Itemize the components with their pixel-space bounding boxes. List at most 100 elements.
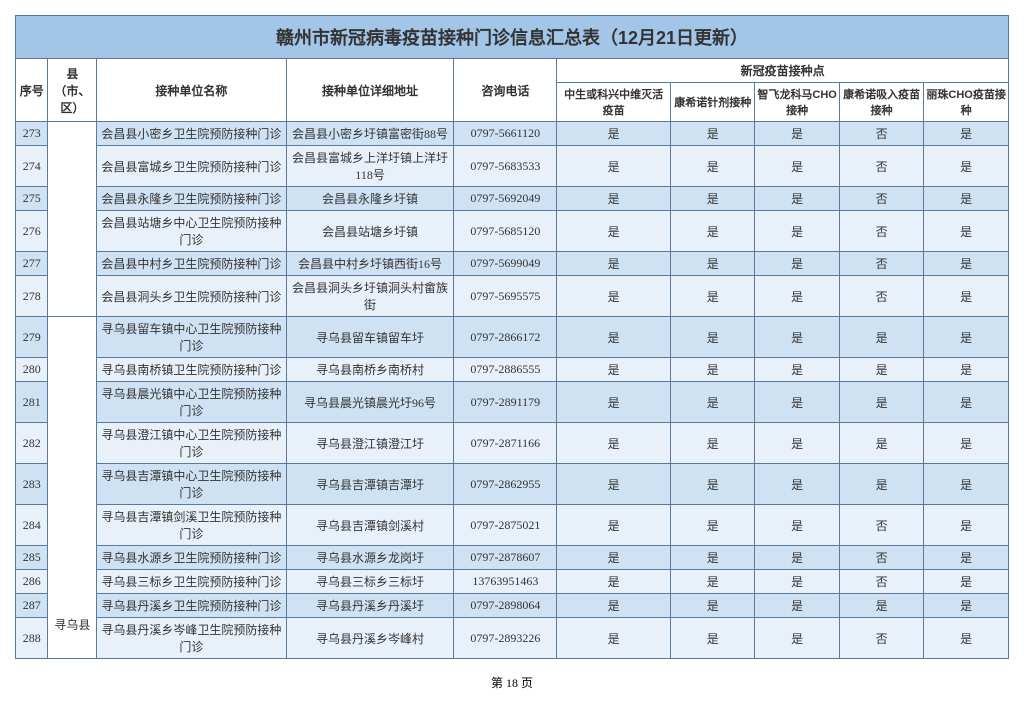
cell-v4: 否 <box>839 122 923 146</box>
cell-tel: 0797-2878607 <box>454 546 557 570</box>
cell-addr: 寻乌县澄江镇澄江圩 <box>286 423 454 464</box>
cell-v2: 是 <box>670 146 754 187</box>
cell-unit: 寻乌县丹溪乡卫生院预防接种门诊 <box>97 594 286 618</box>
cell-v3: 是 <box>755 382 839 423</box>
table-row: 278会昌县洞头乡卫生院预防接种门诊会昌县洞头乡圩镇洞头村畲族街0797-569… <box>16 276 1009 317</box>
cell-seq: 281 <box>16 382 48 423</box>
cell-v4: 否 <box>839 252 923 276</box>
cell-tel: 0797-5685120 <box>454 211 557 252</box>
cell-v1: 是 <box>557 618 671 659</box>
cell-seq: 278 <box>16 276 48 317</box>
table-row: 275 会昌县永隆乡卫生院预防接种门诊会昌县永隆乡圩镇0797-5692049 是 是… <box>16 187 1009 211</box>
cell-tel: 0797-5661120 <box>454 122 557 146</box>
cell-v4: 否 <box>839 211 923 252</box>
cell-v5: 是 <box>924 618 1009 659</box>
cell-v3: 是 <box>755 358 839 382</box>
cell-v5: 是 <box>924 546 1009 570</box>
cell-addr: 寻乌县晨光镇晨光圩96号 <box>286 382 454 423</box>
cell-v2: 是 <box>670 317 754 358</box>
cell-seq: 286 <box>16 570 48 594</box>
cell-v1: 是 <box>557 211 671 252</box>
cell-v4: 否 <box>839 570 923 594</box>
table-row: 273会昌县小密乡卫生院预防接种门诊会昌县小密乡圩镇富密街88号0797-566… <box>16 122 1009 146</box>
cell-v4: 否 <box>839 276 923 317</box>
cell-v3: 是 <box>755 146 839 187</box>
cell-tel: 0797-5683533 <box>454 146 557 187</box>
cell-addr: 会昌县永隆乡圩镇 <box>286 187 454 211</box>
cell-seq: 282 <box>16 423 48 464</box>
cell-v4: 否 <box>839 146 923 187</box>
cell-v5: 是 <box>924 594 1009 618</box>
cell-v2: 是 <box>670 546 754 570</box>
cell-v5: 是 <box>924 382 1009 423</box>
cell-v4: 否 <box>839 546 923 570</box>
cell-v5: 是 <box>924 358 1009 382</box>
cell-v3: 是 <box>755 570 839 594</box>
cell-v4: 是 <box>839 382 923 423</box>
cell-unit: 会昌县永隆乡卫生院预防接种门诊 <box>97 187 286 211</box>
table-row: 284寻乌县吉潭镇剑溪卫生院预防接种门诊寻乌县吉潭镇剑溪村0797-287502… <box>16 505 1009 546</box>
cell-unit: 寻乌县丹溪乡岑峰卫生院预防接种门诊 <box>97 618 286 659</box>
col-v5: 丽珠CHO疫苗接种 <box>924 83 1009 122</box>
cell-v4: 否 <box>839 618 923 659</box>
cell-tel: 0797-2862955 <box>454 464 557 505</box>
col-v2: 康希诺针剂接种 <box>670 83 754 122</box>
cell-v4: 是 <box>839 358 923 382</box>
cell-tel: 0797-5692049 <box>454 187 557 211</box>
cell-tel: 0797-5699049 <box>454 252 557 276</box>
cell-v3: 是 <box>755 505 839 546</box>
cell-addr: 寻乌县丹溪乡岑峰村 <box>286 618 454 659</box>
cell-seq: 288 <box>16 618 48 659</box>
cell-tel: 0797-2866172 <box>454 317 557 358</box>
cell-tel: 0797-2891179 <box>454 382 557 423</box>
cell-v1: 是 <box>557 464 671 505</box>
cell-v2: 是 <box>670 570 754 594</box>
table-title: 赣州市新冠病毒疫苗接种门诊信息汇总表（12月21日更新） <box>16 16 1009 59</box>
cell-v2: 是 <box>670 464 754 505</box>
cell-addr: 寻乌县南桥乡南桥村 <box>286 358 454 382</box>
col-address: 接种单位详细地址 <box>286 59 454 122</box>
table-row: 280寻乌县南桥镇卫生院预防接种门诊寻乌县南桥乡南桥村0797-2886555是… <box>16 358 1009 382</box>
table-row: 283寻乌县吉潭镇中心卫生院预防接种门诊寻乌县吉潭镇吉潭圩0797-286295… <box>16 464 1009 505</box>
table-row: 281 寻乌县晨光镇中心卫生院预防接种门诊寻乌县晨光镇晨光圩96号0797-289… <box>16 382 1009 423</box>
cell-v1: 是 <box>557 276 671 317</box>
table-row: 285寻乌县水源乡卫生院预防接种门诊寻乌县水源乡龙岗圩0797-2878607是… <box>16 546 1009 570</box>
cell-unit: 会昌县富城乡卫生院预防接种门诊 <box>97 146 286 187</box>
cell-seq: 275 <box>16 187 48 211</box>
cell-v1: 是 <box>557 546 671 570</box>
cell-seq: 279 <box>16 317 48 358</box>
cell-addr: 寻乌县吉潭镇吉潭圩 <box>286 464 454 505</box>
cell-addr: 会昌县小密乡圩镇富密街88号 <box>286 122 454 146</box>
cell-unit: 寻乌县晨光镇中心卫生院预防接种门诊 <box>97 382 286 423</box>
cell-v5: 是 <box>924 187 1009 211</box>
cell-seq: 284 <box>16 505 48 546</box>
cell-v5: 是 <box>924 146 1009 187</box>
cell-addr: 会昌县洞头乡圩镇洞头村畲族街 <box>286 276 454 317</box>
cell-v2: 是 <box>670 187 754 211</box>
table-row: 279寻乌县寻乌县留车镇中心卫生院预防接种门诊寻乌县留车镇留车圩0797-286… <box>16 317 1009 358</box>
col-vaccine-group: 新冠疫苗接种点 <box>557 59 1009 83</box>
cell-v5: 是 <box>924 423 1009 464</box>
table-row: 282寻乌县澄江镇中心卫生院预防接种门诊寻乌县澄江镇澄江圩0797-287116… <box>16 423 1009 464</box>
cell-tel: 0797-2886555 <box>454 358 557 382</box>
table-row: 274会昌县富城乡卫生院预防接种门诊会昌县富城乡上洋圩镇上洋圩118号0797-… <box>16 146 1009 187</box>
cell-seq: 283 <box>16 464 48 505</box>
cell-v1: 是 <box>557 146 671 187</box>
cell-unit: 寻乌县水源乡卫生院预防接种门诊 <box>97 546 286 570</box>
cell-unit: 会昌县中村乡卫生院预防接种门诊 <box>97 252 286 276</box>
cell-v3: 是 <box>755 594 839 618</box>
cell-addr: 寻乌县留车镇留车圩 <box>286 317 454 358</box>
cell-v2: 是 <box>670 594 754 618</box>
cell-v1: 是 <box>557 594 671 618</box>
col-seq: 序号 <box>16 59 48 122</box>
cell-seq: 287 <box>16 594 48 618</box>
cell-v4: 否 <box>839 505 923 546</box>
cell-v2: 是 <box>670 358 754 382</box>
col-v3: 智飞龙科马CHO接种 <box>755 83 839 122</box>
cell-seq: 277 <box>16 252 48 276</box>
cell-addr: 寻乌县丹溪乡丹溪圩 <box>286 594 454 618</box>
cell-unit: 会昌县洞头乡卫生院预防接种门诊 <box>97 276 286 317</box>
cell-v1: 是 <box>557 570 671 594</box>
cell-v2: 是 <box>670 505 754 546</box>
cell-addr: 寻乌县水源乡龙岗圩 <box>286 546 454 570</box>
